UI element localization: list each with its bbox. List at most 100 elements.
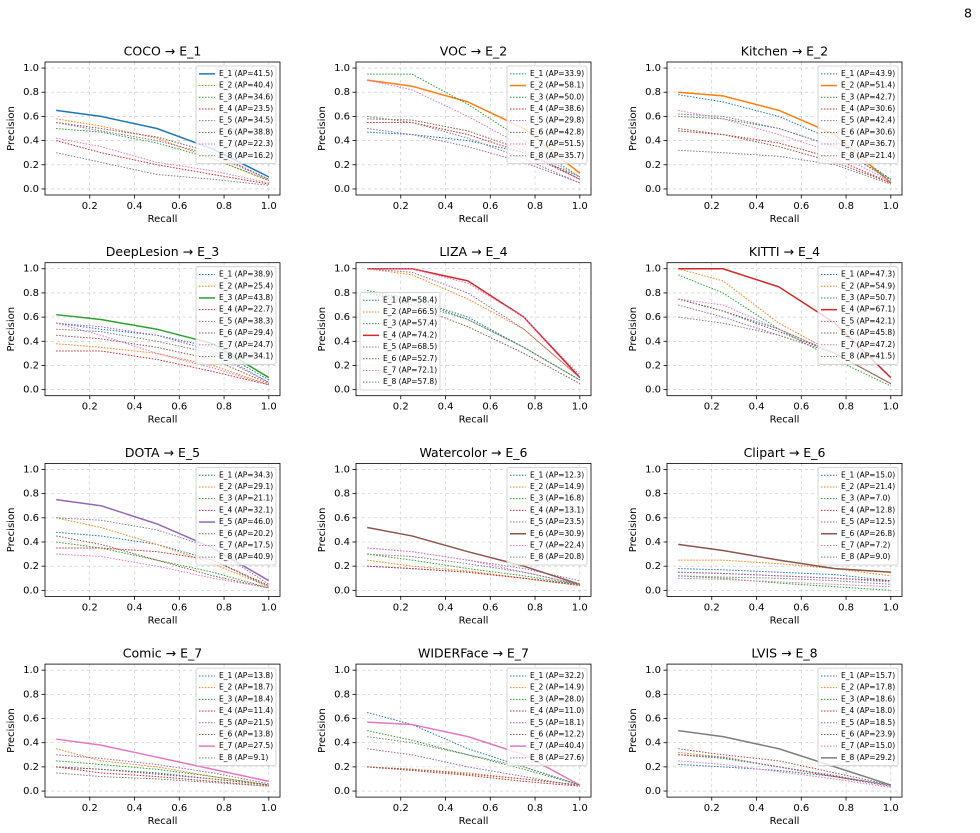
x-tick-label: 0.4 xyxy=(749,201,765,212)
y-tick-label: 0.4 xyxy=(645,738,661,749)
legend-label: E_8 (AP=57.8) xyxy=(383,377,437,386)
x-tick-label: 0.4 xyxy=(749,803,765,814)
legend-box xyxy=(817,65,899,164)
chart-title: DeepLesion → E_3 xyxy=(106,244,219,259)
legend-label: E_7 (AP=27.5) xyxy=(219,741,273,750)
y-tick-label: 0.0 xyxy=(645,585,661,596)
x-tick-label: 1.0 xyxy=(572,602,588,613)
y-tick-label: 0.6 xyxy=(645,111,661,122)
y-tick-label: 0.8 xyxy=(334,87,350,98)
legend-label: E_5 (AP=38.3) xyxy=(219,316,273,325)
y-tick-label: 0.0 xyxy=(23,585,39,596)
subplot: 0.2 0.4 0.6 0.8 1.0 0.0 0.2 0.4 0.6 0.8 1.0 LIZA → … xyxy=(317,244,592,426)
y-tick-label: 1.0 xyxy=(334,63,350,74)
y-tick-label: 0.2 xyxy=(23,160,39,171)
pr-curve xyxy=(678,748,891,786)
y-tick-label: 0.2 xyxy=(334,360,350,371)
y-tick-label: 0.4 xyxy=(23,336,39,347)
pr-curve xyxy=(56,748,269,786)
legend-label: E_2 (AP=17.8) xyxy=(841,683,895,692)
y-tick-label: 0.4 xyxy=(645,136,661,147)
chart-title: Clipart → E_6 xyxy=(744,445,826,460)
x-axis-label: Recall xyxy=(770,615,800,626)
legend-label: E_4 (AP=32.1) xyxy=(219,505,273,514)
chart-title: COCO → E_1 xyxy=(124,44,202,59)
y-tick-label: 1.0 xyxy=(23,264,39,275)
x-tick-label: 0.6 xyxy=(171,803,187,814)
legend-box xyxy=(506,667,588,767)
y-axis-label: Precision xyxy=(628,508,639,553)
x-tick-label: 0.4 xyxy=(749,402,765,413)
legend-label: E_5 (AP=29.8) xyxy=(530,116,584,125)
x-tick-label: 1.0 xyxy=(572,803,588,814)
legend-label: E_1 (AP=43.9) xyxy=(841,69,895,78)
pr-curve xyxy=(678,316,892,385)
legend-label: E_5 (AP=42.4) xyxy=(841,116,895,125)
x-tick-label: 0.8 xyxy=(216,803,232,814)
y-tick-label: 0.6 xyxy=(23,714,39,725)
pr-curve xyxy=(56,541,269,589)
x-axis-label: Recall xyxy=(770,214,800,225)
axes-frame xyxy=(666,61,903,196)
x-tick-label: 1.0 xyxy=(261,803,277,814)
legend-label: E_6 (AP=45.8) xyxy=(841,328,895,337)
x-tick-label: 1.0 xyxy=(572,201,588,212)
y-tick-label: 0.0 xyxy=(645,385,661,396)
axes-frame xyxy=(44,61,281,196)
legend-label: E_4 (AP=30.6) xyxy=(841,104,895,113)
x-tick-label: 0.8 xyxy=(838,602,854,613)
subplot: 0.2 0.4 0.6 0.8 1.0 0.0 0.2 0.4 0.6 0.8 1.0 Kitchen… xyxy=(628,44,903,225)
x-tick-label: 0.2 xyxy=(393,602,409,613)
x-tick-label: 0.8 xyxy=(527,803,543,814)
legend-label: E_2 (AP=21.4) xyxy=(841,482,895,491)
legend-label: E_4 (AP=67.1) xyxy=(841,305,895,314)
y-tick-label: 1.0 xyxy=(645,665,661,676)
legend-label: E_7 (AP=40.4) xyxy=(530,741,584,750)
subplot: 0.2 0.4 0.6 0.8 1.0 0.0 0.2 0.4 0.6 0.8 1.0 Comic →… xyxy=(6,646,281,827)
pr-curve xyxy=(678,575,891,585)
y-tick-label: 0.4 xyxy=(645,336,661,347)
x-tick-label: 0.6 xyxy=(793,803,809,814)
x-tick-label: 0.6 xyxy=(482,201,498,212)
y-axis-label: Precision xyxy=(6,106,17,151)
legend-box xyxy=(359,291,441,391)
legend-label: E_4 (AP=11.4) xyxy=(219,706,273,715)
axes-frame xyxy=(44,262,281,397)
y-tick-label: 0.6 xyxy=(645,714,661,725)
y-tick-label: 0.8 xyxy=(334,689,350,700)
legend-label: E_3 (AP=57.4) xyxy=(383,319,437,328)
x-tick-label: 0.4 xyxy=(127,402,143,413)
legend-label: E_2 (AP=25.4) xyxy=(219,281,273,290)
legend-label: E_3 (AP=16.8) xyxy=(530,494,584,503)
x-axis-label: Recall xyxy=(148,816,178,827)
y-tick-label: 0.8 xyxy=(23,288,39,299)
legend-label: E_4 (AP=74.2) xyxy=(383,330,437,339)
y-tick-label: 1.0 xyxy=(23,464,39,475)
pr-curve xyxy=(678,754,891,787)
x-tick-label: 1.0 xyxy=(572,402,588,413)
y-tick-label: 0.2 xyxy=(334,160,350,171)
x-tick-label: 0.8 xyxy=(838,402,854,413)
pr-curve xyxy=(678,571,891,583)
legend-label: E_6 (AP=29.4) xyxy=(219,328,273,337)
x-axis-label: Recall xyxy=(459,415,489,426)
y-tick-label: 0.0 xyxy=(23,184,39,195)
legend-box xyxy=(195,65,277,164)
y-axis-label: Precision xyxy=(317,508,328,553)
pr-curve xyxy=(367,115,581,184)
y-tick-label: 0.2 xyxy=(334,561,350,572)
y-tick-label: 0.8 xyxy=(334,489,350,500)
x-tick-label: 0.8 xyxy=(838,201,854,212)
x-tick-label: 0.2 xyxy=(704,803,720,814)
legend-label: E_1 (AP=33.9) xyxy=(530,69,584,78)
y-tick-label: 0.6 xyxy=(645,513,661,524)
chart-title: Comic → E_7 xyxy=(123,646,202,661)
legend-label: E_1 (AP=41.5) xyxy=(219,69,273,78)
x-tick-label: 0.6 xyxy=(793,201,809,212)
pr-curve xyxy=(367,73,581,178)
x-tick-label: 0.6 xyxy=(171,201,187,212)
page-number: 8 xyxy=(964,6,972,21)
legend-label: E_3 (AP=50.7) xyxy=(841,293,895,302)
y-tick-label: 1.0 xyxy=(23,665,39,676)
legend-label: E_3 (AP=43.8) xyxy=(219,293,273,302)
